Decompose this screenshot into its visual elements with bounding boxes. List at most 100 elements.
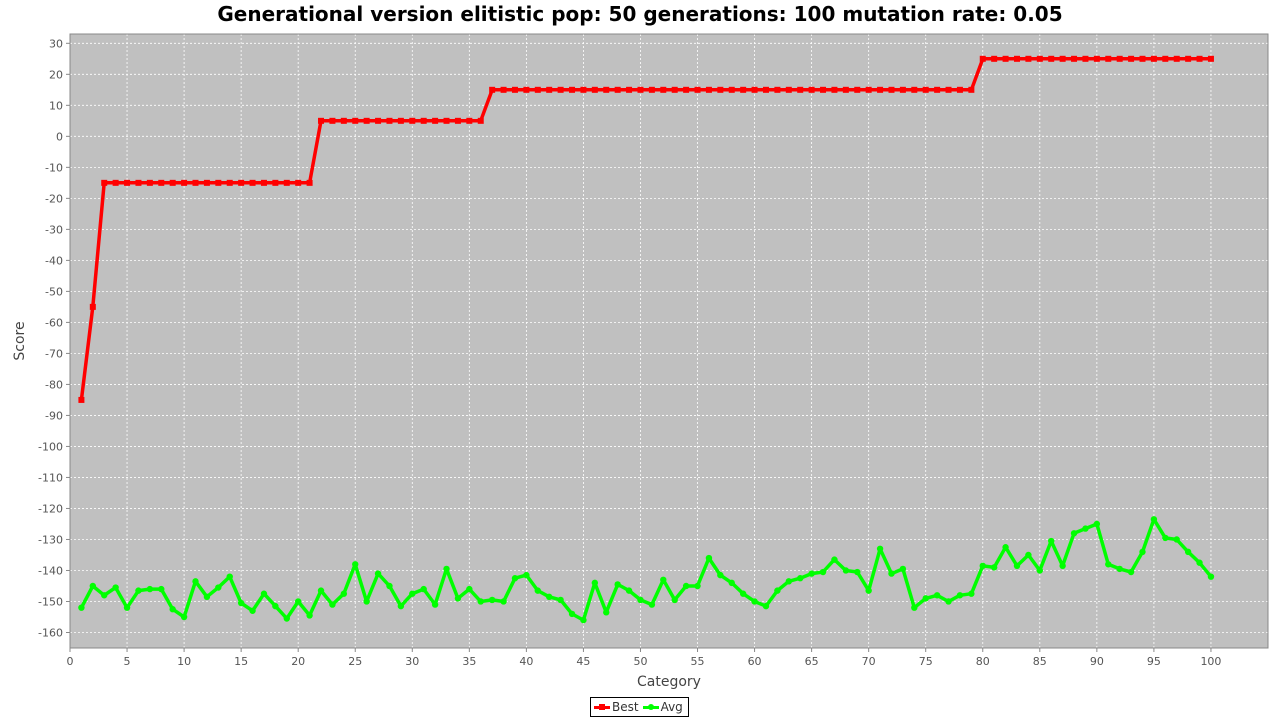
data-point-best <box>785 86 792 93</box>
data-point-avg <box>260 590 268 597</box>
chart-title: Generational version elitistic pop: 50 g… <box>217 2 1063 26</box>
data-point-best <box>854 86 861 93</box>
data-point-best <box>591 86 598 93</box>
data-point-best <box>671 86 678 93</box>
data-point-avg <box>112 584 119 591</box>
data-point-best <box>1059 55 1066 62</box>
x-tick-label: 10 <box>177 655 191 668</box>
data-point-best <box>1185 55 1192 62</box>
data-point-best <box>329 117 336 124</box>
data-point-best <box>580 86 587 93</box>
data-point-best <box>774 86 781 93</box>
data-point-avg <box>842 567 850 574</box>
data-point-best <box>238 179 245 186</box>
data-point-avg <box>420 585 427 593</box>
data-point-best <box>922 86 929 93</box>
data-point-avg <box>648 601 656 608</box>
data-point-best <box>489 86 496 93</box>
data-point-best <box>1071 55 1078 62</box>
legend-item-avg: Avg <box>642 700 683 714</box>
data-point-avg <box>1207 573 1215 580</box>
data-point-avg <box>968 590 975 597</box>
x-tick-label: 25 <box>348 655 362 668</box>
data-point-avg <box>1082 525 1089 532</box>
data-point-avg <box>797 575 804 582</box>
data-point-best <box>934 86 941 93</box>
data-point-best <box>694 86 701 93</box>
data-point-best <box>899 86 906 93</box>
data-point-avg <box>1013 562 1021 570</box>
data-point-best <box>169 179 176 186</box>
data-point-avg <box>580 616 587 624</box>
data-point-avg <box>329 601 336 608</box>
data-point-avg <box>340 590 348 597</box>
data-point-avg <box>922 595 929 602</box>
x-tick-label: 20 <box>291 655 305 668</box>
data-point-avg <box>89 582 97 590</box>
data-point-best <box>89 303 96 310</box>
data-point-best <box>888 86 895 93</box>
data-point-avg <box>272 602 279 610</box>
data-point-best <box>318 117 325 124</box>
data-point-best <box>842 86 849 93</box>
y-tick-label: -100 <box>38 440 63 453</box>
data-point-avg <box>488 596 496 604</box>
data-point-best <box>660 86 667 93</box>
legend-item-best: Best <box>594 700 639 714</box>
data-point-best <box>283 179 290 186</box>
data-point-best <box>683 86 690 93</box>
y-tick-label: -110 <box>38 471 63 484</box>
data-point-avg <box>808 570 815 577</box>
data-point-avg <box>762 602 770 610</box>
data-point-best <box>728 86 735 93</box>
data-point-avg <box>1070 530 1078 537</box>
data-point-avg <box>751 598 758 605</box>
x-tick-label: 5 <box>124 655 131 668</box>
y-tick-label: -150 <box>38 595 63 608</box>
x-tick-label: 75 <box>919 655 933 668</box>
x-tick-label: 85 <box>1033 655 1047 668</box>
x-tick-label: 0 <box>67 655 74 668</box>
data-point-best <box>443 117 450 124</box>
x-tick-label: 70 <box>862 655 876 668</box>
data-point-avg <box>876 545 884 552</box>
data-point-best <box>865 86 872 93</box>
data-point-best <box>1002 55 1009 62</box>
data-point-best <box>1150 55 1157 62</box>
line-chart: 0 5 10 15 20 25 30 35 40 45 50 55 60 65 70 75 80 85 90 95 10… <box>12 33 1269 690</box>
data-point-best <box>808 86 815 93</box>
data-point-best <box>1048 55 1055 62</box>
data-point-avg <box>135 587 142 594</box>
data-point-avg <box>614 581 621 588</box>
data-point-best <box>397 117 404 124</box>
data-point-avg <box>249 607 256 614</box>
data-point-avg <box>226 573 233 580</box>
data-point-avg <box>831 556 838 563</box>
legend-swatch-best <box>594 702 610 712</box>
data-point-avg <box>1173 536 1180 543</box>
data-point-best <box>1093 55 1100 62</box>
series-line-best <box>79 57 1211 401</box>
data-point-best <box>1162 55 1169 62</box>
data-point-best <box>1013 55 1020 62</box>
x-tick-label: 100 <box>1200 655 1221 668</box>
y-tick-label: -40 <box>45 254 63 267</box>
data-point-best <box>797 86 804 93</box>
data-point-best <box>1025 55 1032 62</box>
data-point-avg <box>1002 544 1009 551</box>
plot-area <box>70 34 1268 648</box>
plot-border <box>69 33 1269 649</box>
data-point-avg <box>739 590 747 597</box>
y-tick-label: -20 <box>45 192 63 205</box>
data-point-avg <box>180 613 188 621</box>
data-point-best <box>352 117 359 124</box>
data-point-avg <box>431 601 439 608</box>
data-point-best <box>991 55 998 62</box>
x-tick-label: 50 <box>633 655 647 668</box>
data-point-best <box>181 179 188 186</box>
data-point-avg <box>352 561 359 568</box>
data-point-best <box>272 179 279 186</box>
data-point-avg <box>78 604 85 611</box>
data-point-avg <box>899 565 907 573</box>
data-point-best <box>226 179 233 186</box>
